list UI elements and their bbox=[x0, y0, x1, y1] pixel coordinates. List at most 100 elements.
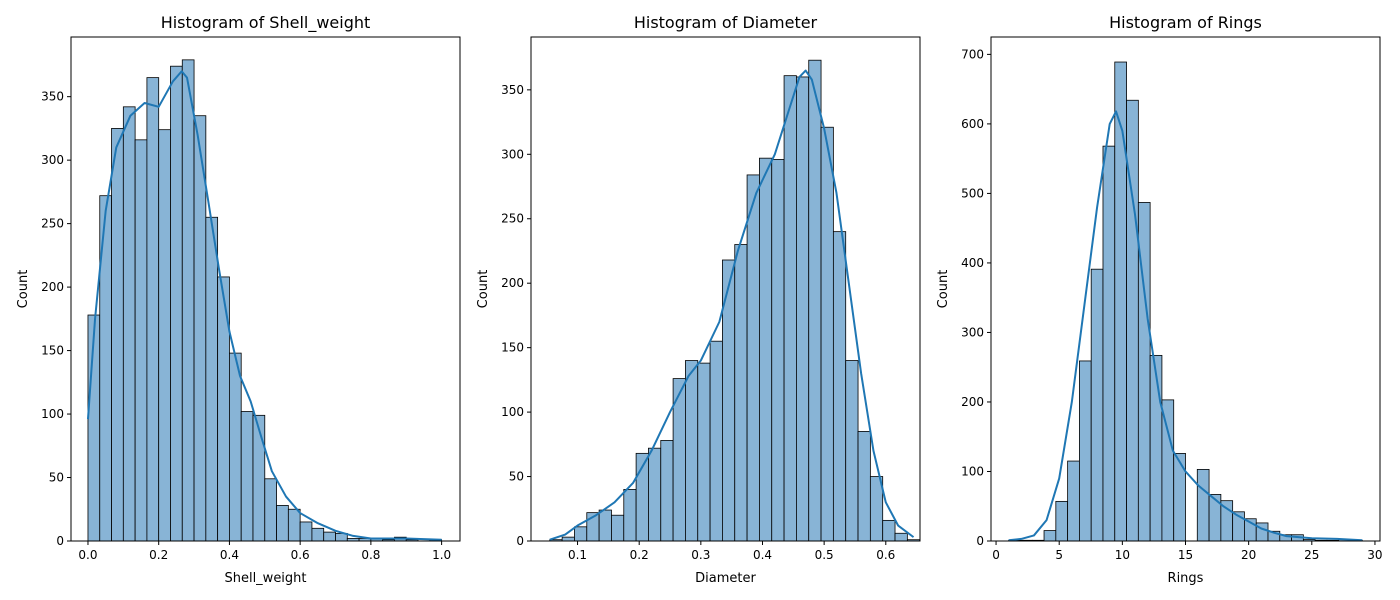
histogram-bar bbox=[857, 431, 871, 542]
x-tick-label: 10 bbox=[1115, 548, 1130, 562]
histogram-bar bbox=[276, 505, 289, 542]
x-tick-label: 0.6 bbox=[291, 548, 310, 562]
histogram-bar bbox=[240, 411, 254, 542]
histogram-bar bbox=[709, 340, 723, 542]
y-tick-label: 50 bbox=[509, 470, 524, 484]
kde-line bbox=[549, 69, 915, 541]
histogram-bar bbox=[697, 362, 711, 542]
x-tick-label: 1.0 bbox=[432, 548, 451, 562]
y-tick-label: 150 bbox=[41, 344, 64, 358]
y-tick-label: 700 bbox=[961, 47, 984, 61]
y-tick-label: 350 bbox=[501, 83, 524, 97]
histogram-bar bbox=[734, 244, 748, 542]
x-tick-label: 0.4 bbox=[753, 548, 772, 562]
histogram-bar bbox=[229, 352, 242, 542]
histogram-bar bbox=[882, 519, 896, 542]
x-tick-label: 0 bbox=[992, 548, 1000, 562]
histogram-bar bbox=[648, 447, 662, 542]
y-tick-label: 200 bbox=[501, 276, 524, 290]
chart-title: Histogram of Rings bbox=[1109, 13, 1262, 32]
y-tick-label: 300 bbox=[41, 153, 64, 167]
histogram-bar bbox=[181, 59, 195, 542]
x-tick-label: 5 bbox=[1055, 548, 1063, 562]
y-tick-label: 600 bbox=[961, 117, 984, 131]
histogram-bar bbox=[746, 174, 760, 542]
y-tick-label: 100 bbox=[961, 464, 984, 478]
y-tick-label: 0 bbox=[976, 534, 984, 548]
histogram-bar bbox=[146, 77, 160, 542]
histogram-bar bbox=[158, 129, 171, 542]
y-tick-label: 100 bbox=[501, 405, 524, 419]
y-tick-label: 500 bbox=[961, 186, 984, 200]
histogram-bar bbox=[685, 360, 699, 542]
x-tick-label: 0.5 bbox=[815, 548, 834, 562]
x-tick-label: 0.3 bbox=[691, 548, 710, 562]
x-tick-label: 15 bbox=[1178, 548, 1193, 562]
histogram-bar bbox=[170, 65, 183, 542]
x-tick-label: 30 bbox=[1367, 548, 1382, 562]
histogram-bar bbox=[598, 509, 612, 542]
histogram-bar bbox=[832, 231, 847, 542]
histogram-bar bbox=[820, 126, 834, 542]
y-tick-label: 350 bbox=[41, 90, 64, 104]
histogram-bar bbox=[869, 476, 884, 542]
x-tick-label: 0.4 bbox=[220, 548, 239, 562]
histogram-bar bbox=[894, 532, 908, 542]
histogram-bar bbox=[205, 216, 219, 542]
x-axis-label: Shell_weight bbox=[224, 571, 306, 586]
histogram-bar bbox=[134, 139, 148, 542]
histogram-bar bbox=[1114, 61, 1127, 542]
y-tick-label: 250 bbox=[501, 212, 524, 226]
histogram-bar bbox=[1102, 145, 1116, 542]
histogram-bar bbox=[845, 360, 859, 542]
x-tick-label: 0.6 bbox=[876, 548, 895, 562]
histogram-bar bbox=[561, 536, 575, 542]
histogram-bar bbox=[1090, 268, 1104, 542]
y-tick-label: 100 bbox=[41, 407, 64, 421]
x-tick-label: 25 bbox=[1304, 548, 1319, 562]
histogram-bar bbox=[287, 508, 301, 542]
axes-frame bbox=[70, 36, 461, 542]
histogram-bar bbox=[252, 414, 266, 542]
axes-frame bbox=[530, 36, 921, 542]
histogram-bar bbox=[771, 159, 785, 542]
kde-line bbox=[1008, 110, 1363, 542]
x-tick-label: 0.1 bbox=[568, 548, 587, 562]
histogram-bar bbox=[611, 514, 625, 542]
histogram-bar bbox=[1161, 399, 1175, 542]
histogram-bar bbox=[808, 59, 822, 542]
histogram-bar bbox=[660, 440, 674, 542]
histogram-bar bbox=[323, 531, 336, 542]
histogram-bar bbox=[122, 106, 136, 542]
y-tick-label: 300 bbox=[501, 147, 524, 161]
x-tick-label: 0.8 bbox=[361, 548, 380, 562]
histogram-bar bbox=[264, 478, 277, 542]
histogram-bar bbox=[1043, 530, 1057, 542]
x-tick-label: 20 bbox=[1241, 548, 1256, 562]
x-tick-label: 0.0 bbox=[78, 548, 97, 562]
histogram-bar bbox=[623, 489, 637, 542]
y-axis-label: Count bbox=[476, 270, 491, 309]
y-tick-label: 0 bbox=[56, 534, 64, 548]
x-tick-label: 0.2 bbox=[149, 548, 168, 562]
histogram-bar bbox=[796, 76, 810, 542]
histogram-bar bbox=[1196, 468, 1210, 542]
histogram-bar bbox=[311, 527, 325, 542]
chart-2: 0.1 0.2 0.3 0.4 0.5 0.6 0 50 100 150 200 250 300 350 H… bbox=[476, 13, 921, 586]
y-axis-label: Count bbox=[16, 270, 31, 309]
chart-3: 0 5 10 15 20 25 300100200300400500600700Histog… bbox=[936, 13, 1383, 586]
y-axis-label: Count bbox=[936, 270, 951, 309]
y-tick-label: 50 bbox=[49, 471, 64, 485]
histogram-bar bbox=[1173, 453, 1186, 542]
kde-line bbox=[86, 70, 442, 541]
x-axis-label: Diameter bbox=[695, 571, 756, 586]
chart-title: Histogram of Shell_weight bbox=[161, 13, 371, 33]
histogram-bar bbox=[1149, 354, 1163, 542]
chart-1: 0.0 0.2 0.4 0.6 0.8 1.0 0 50 100 150 200 250 300 350 H… bbox=[16, 13, 461, 586]
histogram-bar bbox=[111, 128, 124, 542]
histogram-bar bbox=[1067, 460, 1080, 542]
y-tick-label: 250 bbox=[41, 217, 64, 231]
x-tick-label: 0.2 bbox=[630, 548, 649, 562]
y-tick-label: 150 bbox=[501, 341, 524, 355]
